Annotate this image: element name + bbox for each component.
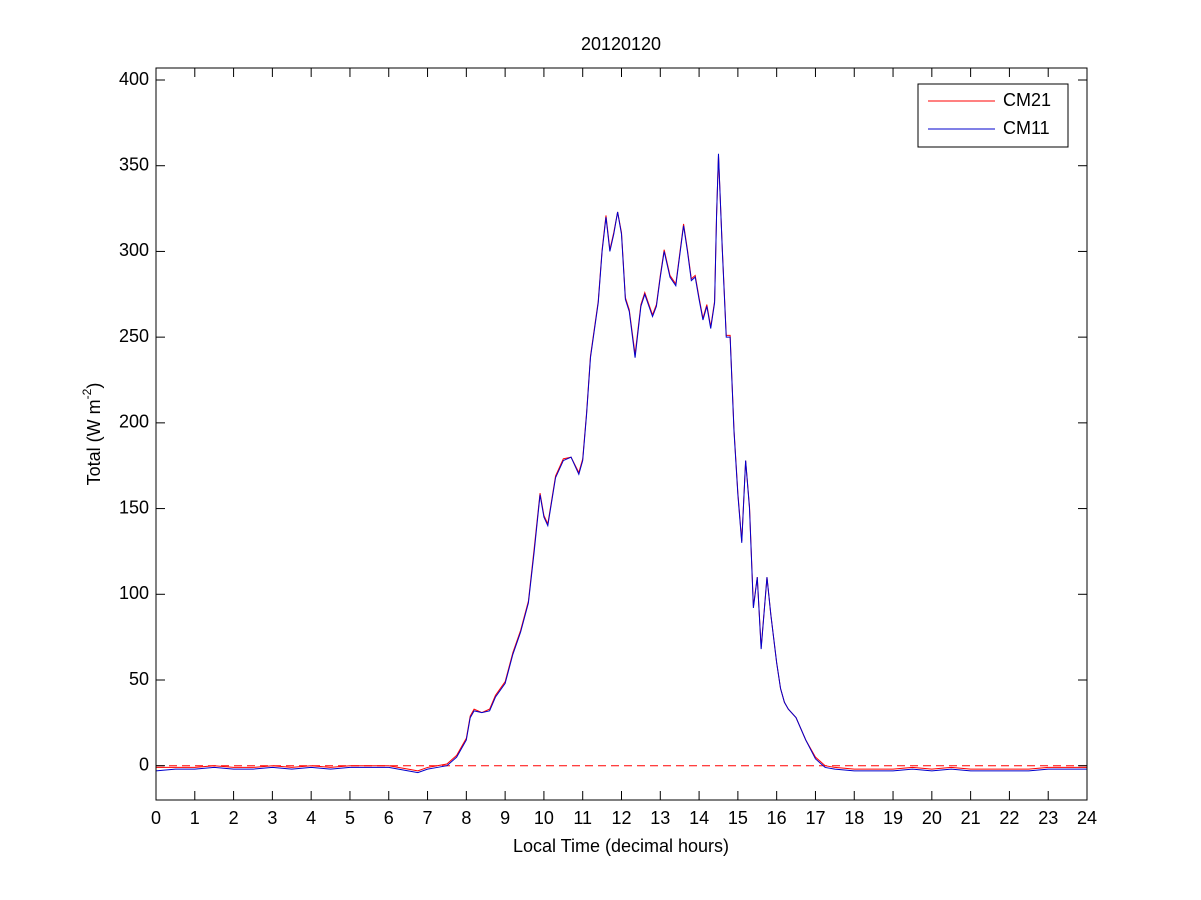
y-axis-label: Total (W m-2) xyxy=(80,383,104,486)
legend-box xyxy=(917,83,1069,148)
y-label-text: Total (W m xyxy=(84,399,104,485)
x-tick-label: 8 xyxy=(461,808,471,828)
x-tick-label: 3 xyxy=(267,808,277,828)
x-tick-label: 10 xyxy=(534,808,554,828)
x-tick-label: 23 xyxy=(1038,808,1058,828)
y-tick-label: 50 xyxy=(129,669,149,689)
x-tick-label: 9 xyxy=(500,808,510,828)
y-tick-label: 300 xyxy=(119,240,149,260)
series-line xyxy=(155,153,1087,774)
x-tick-label: 20 xyxy=(922,808,942,828)
y-tick-label: 250 xyxy=(119,326,149,346)
y-tick-label: 100 xyxy=(119,583,149,603)
x-tick-label: 12 xyxy=(611,808,631,828)
x-tick-label: 15 xyxy=(728,808,748,828)
x-tick-label: 5 xyxy=(345,808,355,828)
x-tick-label: 1 xyxy=(190,808,200,828)
legend-label: CM21 xyxy=(1003,90,1051,110)
x-tick-label: 11 xyxy=(573,808,592,828)
x-tick-label: 22 xyxy=(999,808,1019,828)
legend-label: CM11 xyxy=(1003,118,1050,138)
x-tick-label: 6 xyxy=(384,808,394,828)
y-tick-label: 0 xyxy=(139,754,149,774)
x-tick-label: 14 xyxy=(689,808,709,828)
y-tick-label: 350 xyxy=(119,154,149,174)
x-tick-label: 0 xyxy=(151,808,161,828)
x-tick-label: 18 xyxy=(844,808,864,828)
y-tick-label: 200 xyxy=(119,412,149,432)
x-tick-label: 24 xyxy=(1077,808,1097,828)
x-tick-label: 4 xyxy=(306,808,316,828)
x-tick-label: 7 xyxy=(423,808,433,828)
x-tick-label: 2 xyxy=(229,808,239,828)
x-tick-label: 17 xyxy=(805,808,825,828)
y-tick-label: 150 xyxy=(119,497,149,517)
y-label-sup: -2 xyxy=(80,388,94,399)
x-tick-label: 19 xyxy=(883,808,903,828)
y-label-end: ) xyxy=(84,383,104,389)
x-axis-label: Local Time (decimal hours) xyxy=(513,836,729,856)
chart-title: 20120120 xyxy=(581,34,661,54)
x-tick-label: 21 xyxy=(961,808,981,828)
x-tick-label: 16 xyxy=(767,808,787,828)
x-tick-label: 13 xyxy=(650,808,670,828)
y-tick-label: 400 xyxy=(119,69,149,89)
